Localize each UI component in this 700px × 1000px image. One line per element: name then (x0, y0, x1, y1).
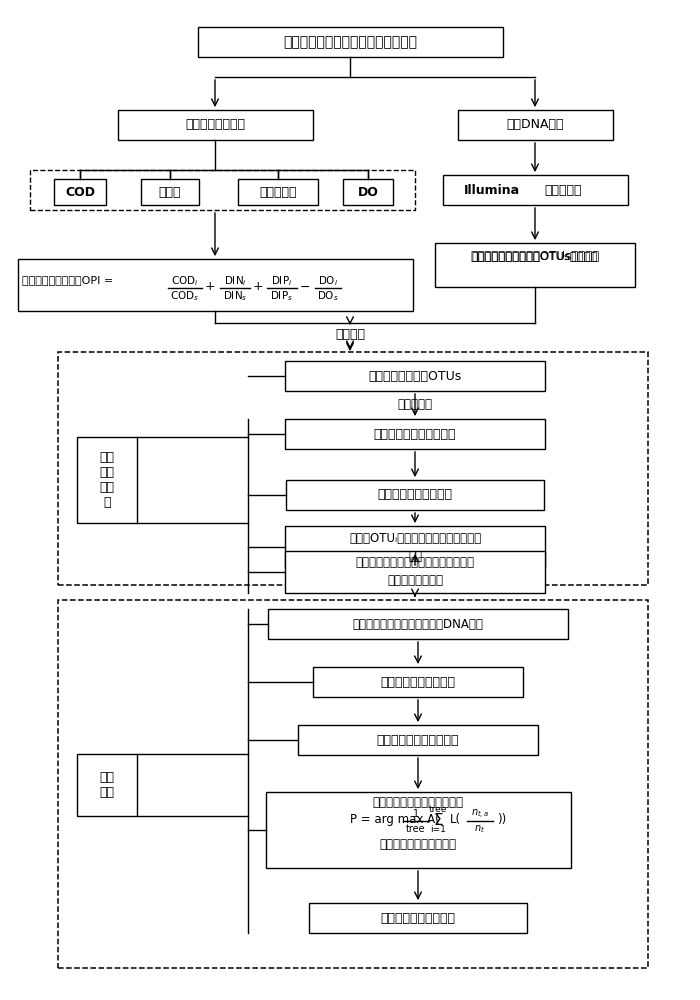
Text: Illumina: Illumina (464, 184, 520, 196)
Text: P = arg max A(: P = arg max A( (350, 814, 440, 826)
Text: tree: tree (429, 806, 447, 814)
Text: DO$_i$: DO$_i$ (318, 274, 338, 288)
Text: 定量评估海水水质状况: 定量评估海水水质状况 (381, 912, 456, 924)
Text: 回归分析: 回归分析 (335, 328, 365, 342)
Text: DIN$_s$: DIN$_s$ (223, 289, 247, 303)
Text: 选取污染状况未知的海域水样DNA样品: 选取污染状况未知的海域水样DNA样品 (353, 617, 484, 631)
Text: COD$_s$: COD$_s$ (170, 289, 199, 303)
Bar (285, 361, 545, 391)
Text: 活性磷酸盐: 活性磷酸盐 (259, 186, 297, 198)
Text: COD$_i$: COD$_i$ (172, 274, 199, 288)
Bar (298, 725, 538, 755)
Bar (238, 179, 318, 205)
Text: i=1: i=1 (430, 826, 446, 834)
Text: L(: L( (449, 814, 461, 826)
Text: 水质理化指标测定: 水质理化指标测定 (185, 118, 245, 131)
Text: DO: DO (358, 186, 379, 198)
Bar (265, 792, 570, 868)
Bar (58, 600, 648, 968)
Text: DIN$_i$: DIN$_i$ (223, 274, 246, 288)
Text: 综合考虑重要性指标并排序，确定各指: 综合考虑重要性指标并排序，确定各指 (356, 556, 475, 570)
Text: 建立指示污染程度决策树: 建立指示污染程度决策树 (374, 428, 456, 440)
Bar (442, 175, 627, 205)
Text: 与污染显著相关的OTUs: 与污染显著相关的OTUs (368, 369, 461, 382)
Bar (54, 179, 106, 205)
Text: 示微生物的重要性: 示微生物的重要性 (387, 574, 443, 587)
Text: 指标: 指标 (408, 550, 422, 562)
Bar (343, 179, 393, 205)
Text: +: + (253, 280, 263, 294)
Bar (118, 110, 312, 140)
Text: $\Sigma$: $\Sigma$ (433, 812, 443, 828)
Text: $n_{t,a}$: $n_{t,a}$ (471, 807, 489, 821)
Text: $n_t$: $n_t$ (475, 823, 486, 835)
Text: 构建最优随机森林模型: 构建最优随机森林模型 (377, 488, 452, 502)
Text: 引导迭代法: 引导迭代法 (398, 398, 433, 412)
Text: 预测
模型: 预测 模型 (99, 771, 115, 799)
Text: 高通量测序: 高通量测序 (545, 184, 582, 196)
Text: 无机氮: 无机氮 (159, 186, 181, 198)
Text: 计算各OTUᵢ区分不同污染程度的重要性: 计算各OTUᵢ区分不同污染程度的重要性 (349, 532, 481, 544)
Text: 获得各指示菌相对丰度: 获得各指示菌相对丰度 (381, 676, 456, 688)
Bar (286, 480, 544, 510)
Text: 建立指示污染程度决策树: 建立指示污染程度决策树 (377, 734, 459, 746)
Bar (285, 526, 545, 568)
Text: 水样细菌群落组成及各OTUs相对丰度: 水样细菌群落组成及各OTUs相对丰度 (472, 251, 598, 261)
Text: 样品DNA提取: 样品DNA提取 (506, 118, 564, 131)
Bar (77, 754, 137, 816)
Bar (309, 903, 527, 933)
Bar (141, 179, 199, 205)
Bar (18, 259, 412, 311)
Bar (435, 243, 635, 287)
Text: 计算水质污染综合指数值: 计算水质污染综合指数值 (379, 838, 456, 852)
Bar (77, 437, 137, 523)
Bar (313, 667, 523, 697)
Text: )): )) (498, 814, 507, 826)
Text: 1: 1 (413, 809, 419, 819)
Bar (197, 27, 503, 57)
Bar (285, 551, 545, 593)
Text: 有机污染综合指数：OPI =: 有机污染综合指数：OPI = (22, 275, 118, 285)
Bar (285, 419, 545, 449)
Text: COD: COD (65, 186, 95, 198)
Bar (458, 110, 612, 140)
Bar (268, 609, 568, 639)
Text: 采用多数投票法，结合公式：: 采用多数投票法，结合公式： (372, 796, 463, 808)
Bar (30, 170, 415, 210)
Text: +: + (204, 280, 216, 294)
Text: DIP$_i$: DIP$_i$ (272, 274, 293, 288)
Text: DIP$_s$: DIP$_s$ (270, 289, 293, 303)
Text: tree: tree (406, 824, 426, 834)
Text: 水样细菌群落组成及各OTUs相对丰度: 水样细菌群落组成及各OTUs相对丰度 (470, 250, 600, 263)
Text: −: − (300, 280, 310, 294)
Text: 不同污染梯度海域表层海水样品采集: 不同污染梯度海域表层海水样品采集 (283, 35, 417, 49)
Text: DO$_s$: DO$_s$ (317, 289, 339, 303)
Bar (58, 352, 648, 585)
Text: 筛选
污染
指示
菌: 筛选 污染 指示 菌 (99, 451, 115, 509)
